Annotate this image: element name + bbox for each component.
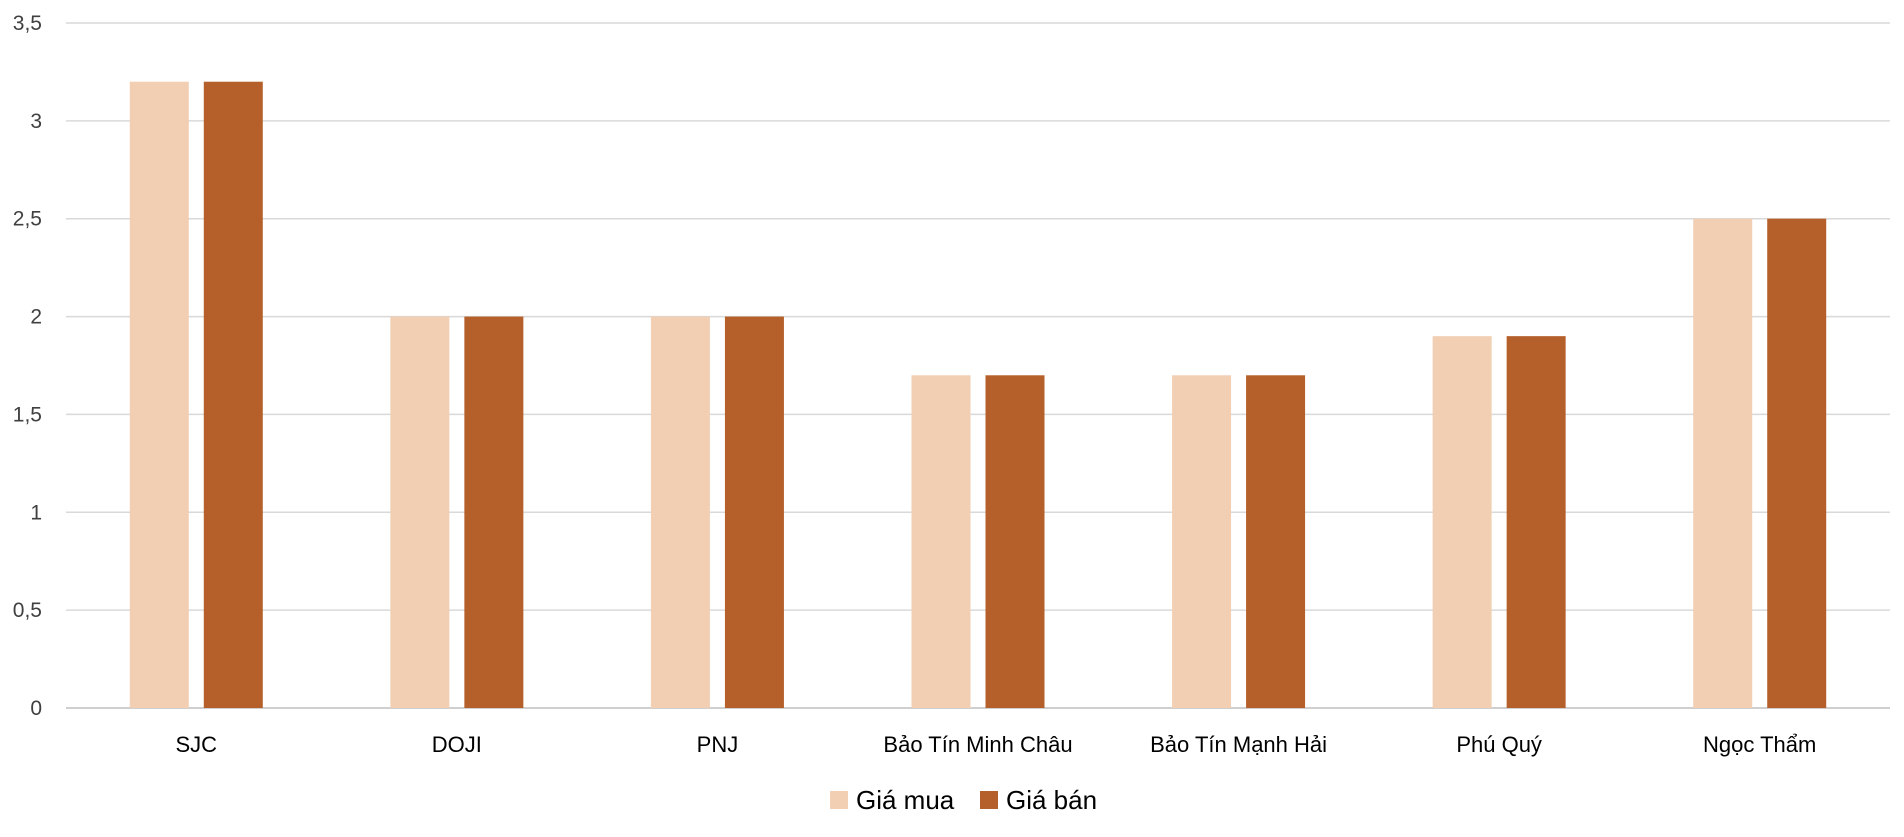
- x-category-label: Ngọc Thẩm: [1703, 732, 1816, 757]
- y-tick-label: 3,5: [13, 12, 42, 35]
- bar-gia-ban: [203, 81, 263, 708]
- legend: Giá mua Giá bán: [830, 785, 1097, 815]
- x-category-label: Bảo Tín Mạnh Hải: [1150, 732, 1327, 757]
- bar-gia-ban: [1506, 336, 1566, 708]
- bar-gia-ban: [1767, 218, 1827, 708]
- gridlines: [66, 22, 1890, 709]
- bar-gia-mua: [1432, 336, 1492, 708]
- x-category-label: Bảo Tín Minh Châu: [883, 732, 1072, 757]
- x-category-label: Phú Quý: [1456, 732, 1542, 757]
- legend-swatch: [830, 791, 848, 809]
- x-category-label: SJC: [176, 732, 218, 757]
- y-tick-label: 1,5: [13, 403, 42, 426]
- y-tick-label: 2: [30, 306, 42, 329]
- bar-gia-mua: [911, 375, 971, 708]
- bar-gia-mua: [650, 316, 710, 708]
- legend-swatch: [980, 791, 998, 809]
- legend-label: Giá mua: [856, 785, 955, 815]
- bar-gia-mua: [129, 81, 189, 708]
- bar-gia-mua: [1172, 375, 1232, 708]
- bars: [129, 81, 1827, 708]
- bar-gia-ban: [1246, 375, 1306, 708]
- bar-gia-mua: [1693, 218, 1753, 708]
- y-tick-label: 0,5: [13, 599, 42, 622]
- x-axis-categories: SJC DOJI PNJ Bảo Tín Minh Châu Bảo Tín Mạnh …: [176, 732, 1817, 757]
- y-tick-label: 0: [30, 697, 42, 720]
- bar-gia-ban: [724, 316, 784, 708]
- legend-label: Giá bán: [1006, 785, 1097, 815]
- y-axis-ticks: 0 0,5 1 1,5 2 2,5 3 3,5: [13, 12, 42, 720]
- bar-gia-ban: [985, 375, 1045, 708]
- bar-gia-ban: [464, 316, 524, 708]
- y-tick-label: 2,5: [13, 208, 42, 231]
- x-category-label: DOJI: [432, 732, 482, 757]
- x-category-label: PNJ: [697, 732, 739, 757]
- bar-gia-mua: [390, 316, 450, 708]
- y-tick-label: 3: [30, 110, 42, 133]
- y-tick-label: 1: [30, 501, 42, 524]
